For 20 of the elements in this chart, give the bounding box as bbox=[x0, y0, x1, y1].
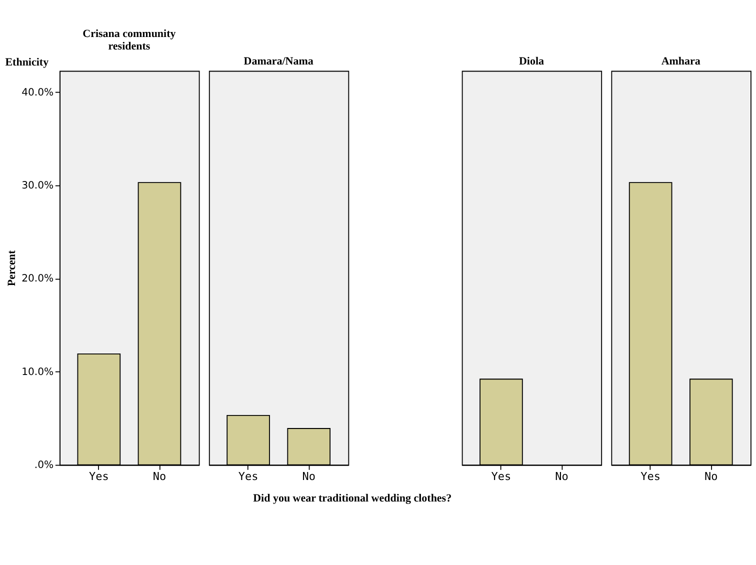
x-tick-label: No bbox=[302, 470, 316, 483]
chart-title: Amhara bbox=[661, 55, 701, 68]
x-tick-label: No bbox=[555, 470, 568, 483]
y-tick-label: .0% bbox=[34, 460, 54, 472]
chart-title: Damara/Nama bbox=[244, 55, 314, 68]
y-tick-label: 30.0% bbox=[22, 180, 54, 192]
x-tick-label: No bbox=[152, 470, 166, 483]
x-tick-label: Yes bbox=[491, 470, 512, 483]
y-axis-title: Percent bbox=[6, 250, 18, 286]
x-tick-label: Yes bbox=[89, 470, 109, 483]
y-tick-label: 40.0% bbox=[22, 87, 54, 98]
y-tick-label: 10.0% bbox=[22, 366, 54, 378]
x-tick-label: No bbox=[704, 470, 718, 483]
x-axis-title: Did you wear traditional wedding clothes? bbox=[253, 492, 452, 504]
x-tick-label: Yes bbox=[238, 470, 258, 483]
chart-title: Diola bbox=[518, 55, 545, 68]
y-tick-label: 20.0% bbox=[22, 274, 54, 285]
chart-title: Crisana community residents bbox=[82, 28, 176, 53]
text: Ethnicity bbox=[5, 56, 50, 68]
x-tick-label: Yes bbox=[640, 470, 660, 483]
